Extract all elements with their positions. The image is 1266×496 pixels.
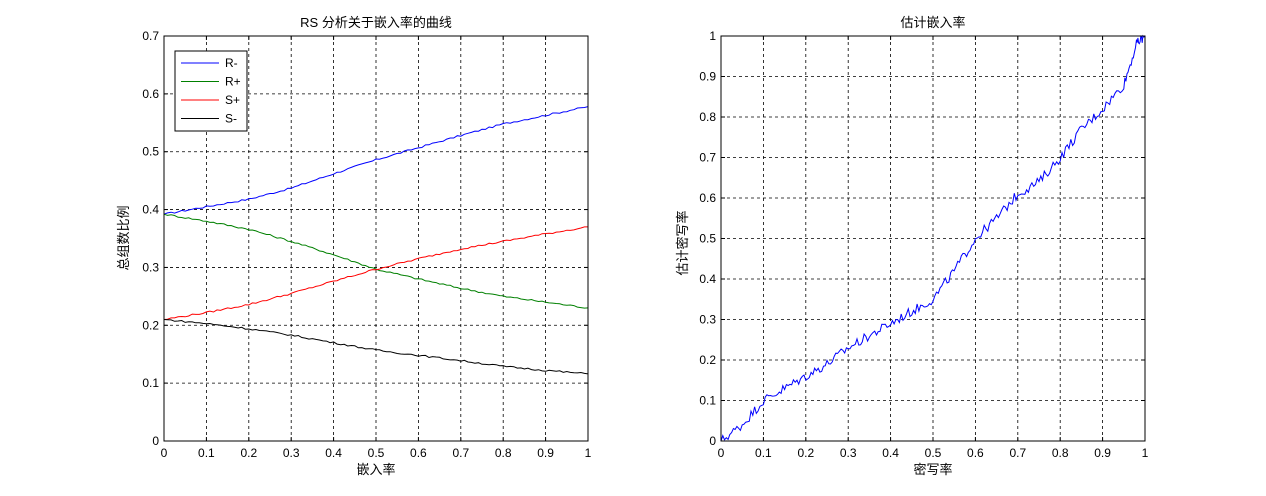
y-tick-label: 0.6 [699,191,716,205]
x-tick-label: 0.7 [1009,446,1026,460]
series-line-S+ [163,226,588,320]
y-tick-label: 0.3 [699,313,716,327]
chart-1-series [163,106,589,375]
x-tick-label: 0.1 [755,446,772,460]
y-tick-label: 0.2 [142,318,159,332]
y-tick-label: 0.1 [142,376,159,390]
y-tick-label: 0.4 [142,203,159,217]
y-tick-label: 0.6 [142,87,159,101]
legend-label: R- [225,56,238,70]
x-tick-label: 0.9 [537,446,554,460]
x-tick-label: 0.1 [198,446,215,460]
y-tick-label: 0 [152,434,159,448]
chart-2-ylabel: 估计密写率 [675,210,690,275]
x-tick-label: 0 [161,446,168,460]
y-tick-label: 0.5 [142,145,159,159]
chart-1-ylabel: 总组数比例 [116,205,131,270]
series-line-R+ [163,213,589,309]
series-line-R- [163,106,589,215]
x-tick-label: 0.2 [240,446,257,460]
chart-1-grid [164,36,588,441]
series-line-estimate [720,34,1146,442]
y-tick-label: 1 [709,29,716,43]
x-tick-label: 0.5 [368,446,385,460]
chart-1-legend: R- R+ S+ S- [174,50,248,132]
chart-2-ticks: 0 0.1 0.2 0.3 0.4 0.5 0.6 0.7 0.8 0.9 1 0 0.1 0.2 0.3 0… [699,29,1148,460]
legend-label: R+ [225,75,241,89]
legend-label: S+ [225,93,240,107]
chart-1-ticks: 0 0.1 0.2 0.3 0.4 0.5 0.6 0.7 0.8 0.9 1 0 0.1 0.2 0.3 0… [142,29,591,460]
y-tick-label: 0.5 [699,232,716,246]
x-tick-label: 0.8 [1052,446,1069,460]
x-tick-label: 0.4 [882,446,899,460]
x-tick-label: 0.2 [797,446,814,460]
x-tick-label: 0.6 [967,446,984,460]
x-tick-label: 0.3 [283,446,300,460]
chart-1-title: RS 分析关于嵌入率的曲线 [300,15,452,30]
y-tick-label: 0.8 [699,110,716,124]
estimated-rate-chart: 估计嵌入率 密写率 估计密写率 0 0.1 0.2 0.3 0.4 0.5 0.6 0.7 0.… [675,15,1149,477]
rs-analysis-chart: RS 分析关于嵌入率的曲线 嵌入率 总组数比例 0 0.1 0.2 0.3 0.4 0.5… [116,15,592,477]
x-tick-label: 0.6 [410,446,427,460]
chart-1-xlabel: 嵌入率 [356,462,395,477]
y-tick-label: 0.9 [699,70,716,84]
x-tick-label: 0 [718,446,725,460]
x-tick-label: 1 [1142,446,1149,460]
x-tick-label: 1 [585,446,592,460]
x-tick-label: 0.3 [840,446,857,460]
chart-2-grid [721,36,1145,441]
y-tick-label: 0.7 [699,151,716,165]
y-tick-label: 0.1 [699,394,716,408]
legend-label: S- [225,112,237,126]
y-tick-label: 0.2 [699,353,716,367]
x-tick-label: 0.9 [1094,446,1111,460]
x-tick-label: 0.5 [925,446,942,460]
y-tick-label: 0.4 [699,272,716,286]
x-tick-label: 0.8 [495,446,512,460]
chart-2-title: 估计嵌入率 [900,15,965,30]
series-line-S- [163,319,589,375]
chart-2-series [720,34,1146,442]
x-tick-label: 0.4 [325,446,342,460]
y-tick-label: 0.7 [142,29,159,43]
y-tick-label: 0 [709,434,716,448]
chart-2-xlabel: 密写率 [913,462,952,477]
y-tick-label: 0.3 [142,260,159,274]
legend-box [174,50,248,132]
x-tick-label: 0.7 [452,446,469,460]
